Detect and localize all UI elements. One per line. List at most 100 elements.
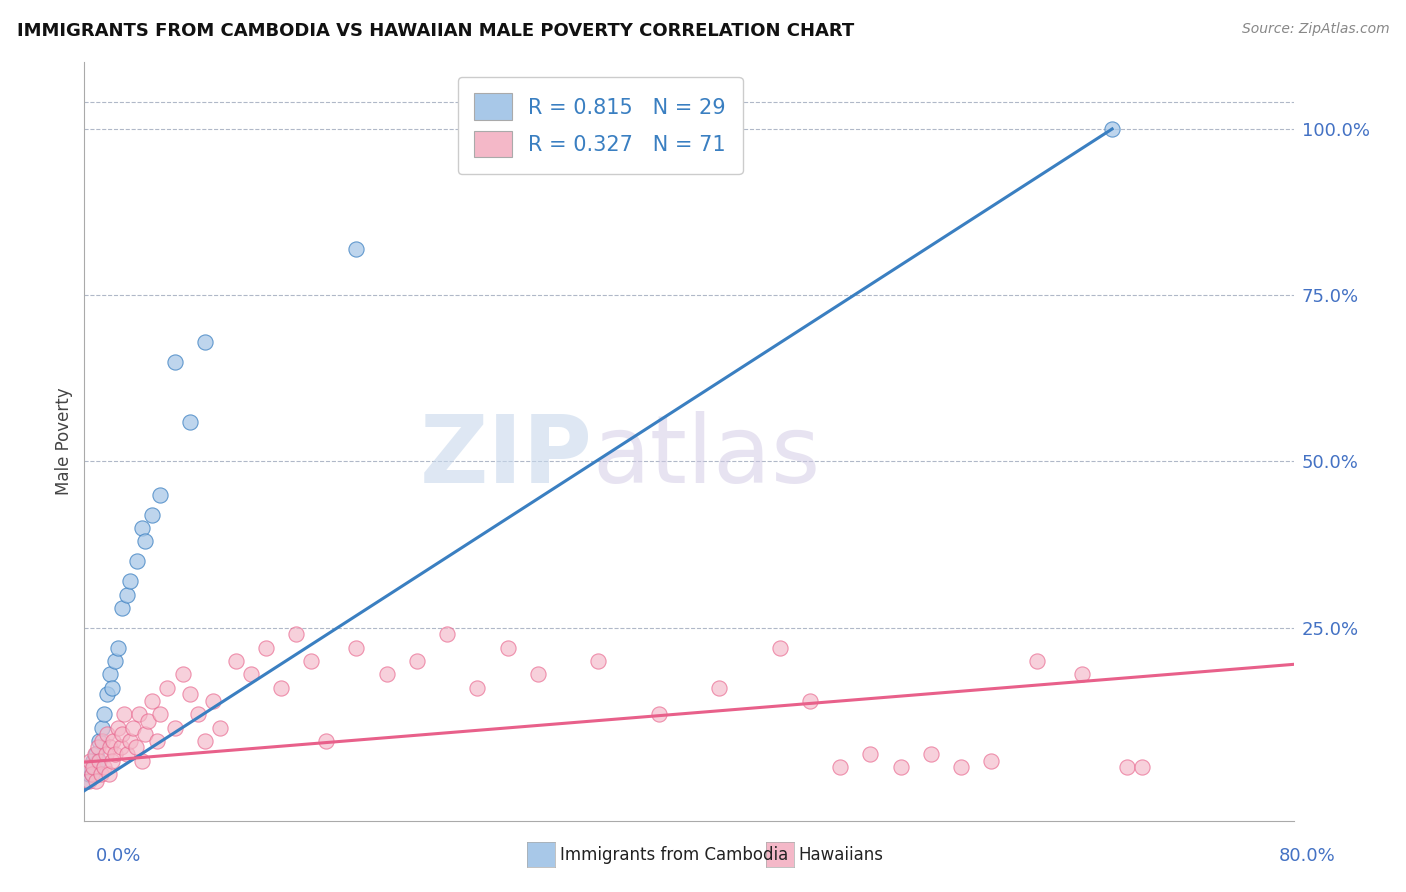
Text: Immigrants from Cambodia: Immigrants from Cambodia (560, 846, 787, 863)
Point (94, 747, 117, 761)
Text: ZIP: ZIP (419, 410, 592, 503)
Text: Hawaiians: Hawaiians (799, 846, 883, 863)
Point (79, 760, 101, 774)
Point (76, 760, 98, 774)
Point (134, 534, 156, 549)
Point (709, 681, 731, 695)
Point (112, 707, 135, 722)
Y-axis label: Male Poverty: Male Poverty (55, 388, 73, 495)
Point (254, 640, 277, 655)
Point (100, 681, 122, 695)
Point (201, 694, 224, 708)
Point (141, 694, 163, 708)
Point (131, 754, 153, 768)
Point (1101, 122, 1123, 136)
Point (134, 727, 156, 741)
Point (115, 587, 138, 601)
Point (125, 740, 148, 755)
Point (100, 754, 122, 768)
Point (107, 721, 129, 735)
Point (141, 508, 163, 522)
Point (209, 721, 232, 735)
Point (315, 734, 337, 748)
Point (194, 334, 217, 349)
Point (225, 654, 247, 668)
Point (239, 667, 262, 681)
Point (82, 754, 104, 768)
Point (87, 754, 110, 768)
Point (146, 734, 169, 748)
Point (799, 694, 821, 708)
Point (87, 740, 110, 755)
Point (588, 654, 610, 668)
Point (769, 640, 792, 655)
Point (172, 667, 194, 681)
Point (830, 760, 852, 774)
Point (980, 754, 1002, 768)
Point (467, 681, 489, 695)
Point (77, 767, 100, 781)
Point (128, 707, 150, 722)
Point (299, 654, 322, 668)
Point (104, 747, 127, 761)
Point (104, 654, 127, 668)
Point (80, 767, 103, 781)
Text: 0.0%: 0.0% (96, 847, 141, 865)
Point (648, 707, 671, 722)
Point (84, 747, 107, 761)
Text: Source: ZipAtlas.com: Source: ZipAtlas.com (1241, 22, 1389, 37)
Point (93, 707, 115, 722)
Point (118, 574, 141, 589)
Point (80, 767, 103, 781)
Point (111, 600, 134, 615)
Point (179, 415, 201, 429)
Point (91, 734, 114, 748)
Point (187, 707, 209, 722)
Point (1071, 667, 1094, 681)
Point (859, 747, 882, 761)
Point (84, 760, 107, 774)
Point (77, 773, 100, 788)
Point (436, 627, 458, 641)
Point (86, 747, 108, 761)
Point (89, 734, 111, 748)
Point (165, 721, 187, 735)
Point (375, 667, 398, 681)
Point (98, 667, 121, 681)
Point (406, 654, 429, 668)
Legend: R = 0.815   N = 29, R = 0.327   N = 71: R = 0.815 N = 29, R = 0.327 N = 71 (457, 77, 742, 174)
Point (86, 773, 108, 788)
Point (82, 760, 104, 774)
Point (93, 760, 115, 774)
Point (270, 681, 292, 695)
Point (110, 740, 132, 755)
Point (97, 767, 120, 781)
Point (131, 521, 153, 535)
Point (101, 734, 124, 748)
Point (90, 767, 112, 781)
Point (76, 773, 98, 788)
Point (194, 734, 217, 748)
Point (165, 355, 187, 369)
Point (115, 747, 138, 761)
Point (149, 707, 172, 722)
Point (920, 747, 942, 761)
Point (1025, 654, 1047, 668)
Point (107, 640, 129, 655)
Point (890, 760, 912, 774)
Point (285, 627, 308, 641)
Point (79, 754, 101, 768)
Point (96, 687, 118, 701)
Text: 80.0%: 80.0% (1279, 847, 1336, 865)
Point (121, 721, 143, 735)
Point (496, 640, 519, 655)
Point (950, 760, 973, 774)
Point (346, 242, 368, 256)
Point (1116, 760, 1139, 774)
Point (118, 734, 141, 748)
Point (89, 754, 111, 768)
Text: atlas: atlas (592, 410, 821, 503)
Point (111, 727, 134, 741)
Point (1130, 760, 1153, 774)
Point (98, 740, 121, 755)
